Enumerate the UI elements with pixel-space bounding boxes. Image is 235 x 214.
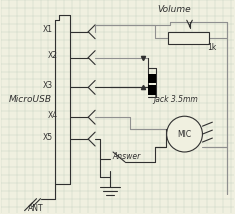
Text: X1: X1: [43, 25, 52, 34]
Text: X3: X3: [43, 81, 53, 90]
Text: X2: X2: [47, 51, 58, 60]
Text: Volume: Volume: [158, 5, 191, 14]
Text: Jack 3.5mm: Jack 3.5mm: [153, 95, 197, 104]
Text: MicroUSB: MicroUSB: [9, 95, 52, 104]
Bar: [148, 73, 156, 83]
Text: Answer: Answer: [112, 152, 140, 161]
Text: MIC: MIC: [177, 130, 192, 139]
Circle shape: [167, 116, 202, 152]
Bar: [168, 32, 209, 44]
Text: X4: X4: [47, 111, 58, 120]
Bar: [148, 85, 156, 95]
Text: X5: X5: [43, 133, 53, 142]
Text: ANT: ANT: [28, 204, 43, 213]
Text: 1k: 1k: [208, 43, 217, 52]
